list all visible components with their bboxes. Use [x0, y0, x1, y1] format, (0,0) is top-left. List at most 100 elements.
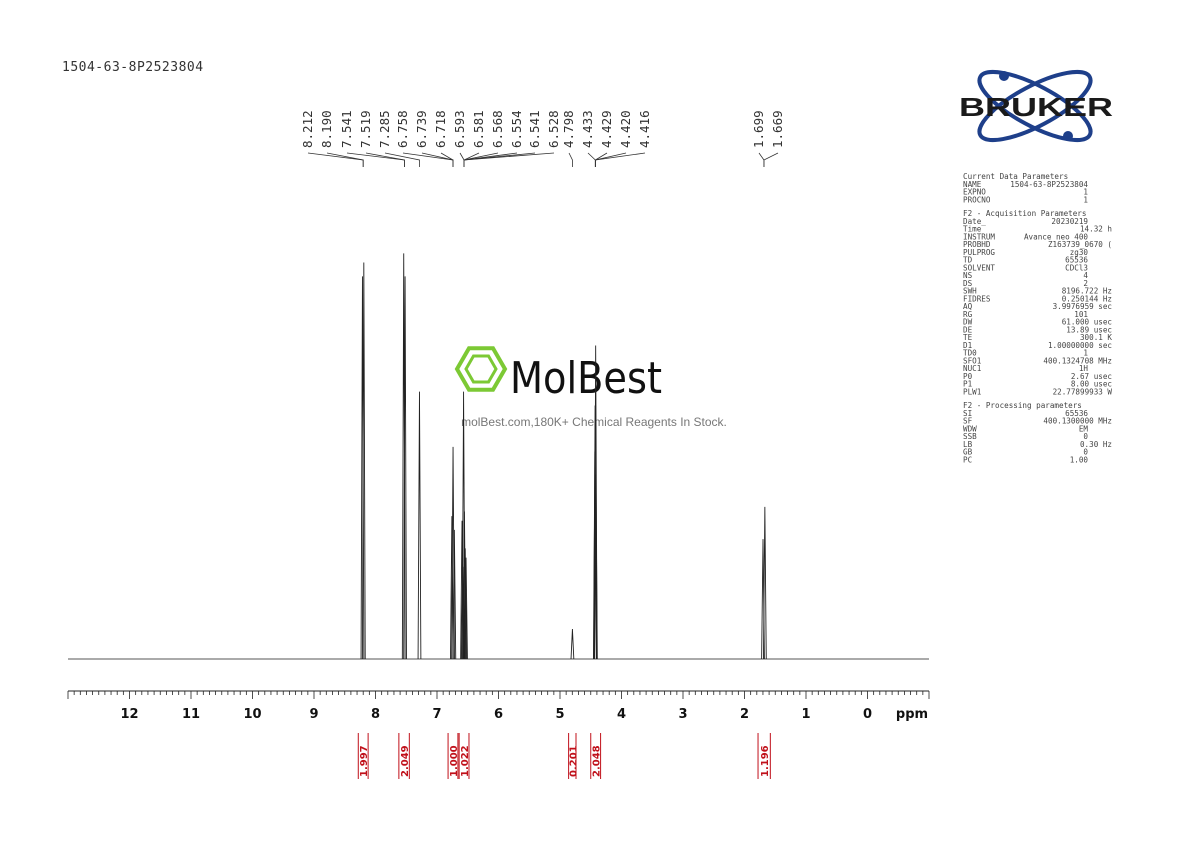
- integral-value: 0.201: [568, 745, 579, 777]
- param-name: DS: [963, 279, 973, 288]
- peak-label-connector: [459, 152, 465, 167]
- peak-shift-label: 4.798: [561, 110, 576, 148]
- param-name: NAME: [963, 180, 982, 189]
- peak-shift-label: 4.429: [599, 110, 614, 148]
- peak-shift-label: 4.420: [618, 110, 633, 148]
- peak-label-connector: [326, 152, 364, 167]
- param-name: GB: [963, 448, 973, 457]
- param-value: Avance neo 400: [1024, 232, 1088, 241]
- x-axis-unit-label: ppm: [896, 707, 928, 722]
- param-value: 4: [1083, 271, 1088, 280]
- molbest-brand-text: MolBest: [510, 353, 662, 404]
- param-name: PC: [963, 455, 972, 464]
- param-value: 22.77899933 W: [1053, 387, 1113, 396]
- param-name: SFO1: [963, 356, 982, 365]
- spectrum-peak: [763, 506, 767, 660]
- peak-shift-label: 4.416: [637, 110, 652, 148]
- x-tick-label: 1: [801, 707, 810, 722]
- integral-regions: 1.997 2.049 1.000 1.022 0.201 2.048 1.196: [357, 733, 771, 779]
- param-value: 1H: [1079, 364, 1089, 373]
- param-name: LB: [963, 440, 973, 449]
- param-name: P1: [963, 380, 973, 389]
- peak-shift-label: 7.285: [377, 110, 392, 148]
- param-value: 101: [1074, 310, 1088, 319]
- peak-shift-label: 7.519: [358, 110, 373, 148]
- param-name: SI: [963, 409, 972, 418]
- param-value: 1: [1083, 195, 1088, 204]
- param-value: EM: [1079, 424, 1089, 433]
- param-name: PLW1: [963, 387, 982, 396]
- peak-shift-label: 6.739: [414, 110, 429, 148]
- x-tick-label: 4: [617, 707, 626, 722]
- param-value: CDCl3: [1065, 263, 1088, 272]
- molbest-hexagon-icon: [454, 346, 508, 392]
- param-section-title: F2 - Processing parameters: [963, 401, 1082, 410]
- bruker-logo: BRUKER: [959, 69, 1113, 143]
- param-name: NUC1: [963, 364, 982, 373]
- x-tick-label: 12: [120, 707, 138, 722]
- param-name: RG: [963, 310, 973, 319]
- param-value: 14.32 h: [1080, 225, 1112, 234]
- param-value: zg30: [1070, 248, 1089, 257]
- spectrum-peak: [594, 474, 598, 660]
- peak-shift-label: 1.699: [751, 110, 766, 148]
- peak-label-connectors: [307, 152, 779, 167]
- peak-shift-label: 8.212: [300, 110, 315, 148]
- spectrum-peak: [360, 276, 365, 660]
- param-name: Date_: [963, 217, 986, 226]
- integral-value: 2.049: [400, 745, 411, 777]
- peak-shift-label: 1.669: [770, 110, 785, 148]
- param-value: 8.00 usec: [1071, 380, 1112, 389]
- peak-label-connector: [365, 152, 405, 167]
- peak-shift-label: 6.758: [395, 110, 410, 148]
- param-value: 61.000 usec: [1062, 318, 1112, 327]
- param-name: FIDRES: [963, 294, 991, 303]
- param-value: 3.9976959 sec: [1053, 302, 1112, 311]
- x-tick-label: 2: [740, 707, 749, 722]
- x-tick-label: 0: [863, 707, 872, 722]
- param-name: Time: [963, 225, 982, 234]
- param-name: PROBHD: [963, 240, 991, 249]
- param-value: 65536: [1065, 256, 1088, 265]
- integral-value: 2.048: [592, 745, 603, 777]
- peak-label-connector: [384, 152, 420, 167]
- param-name: TE: [963, 333, 973, 342]
- param-name: WDW: [963, 424, 977, 433]
- x-tick-label: 3: [678, 707, 687, 722]
- param-value: Z163739_0670 (: [1048, 240, 1112, 249]
- param-value: 13.89 usec: [1066, 325, 1112, 334]
- peak-label-connector: [463, 152, 518, 167]
- param-section-title: F2 - Acquisition Parameters: [963, 209, 1086, 218]
- param-name: P0: [963, 372, 973, 381]
- peak-shift-label: 8.190: [319, 110, 334, 148]
- param-value: 0: [1083, 448, 1088, 457]
- spectrum-peak: [450, 516, 454, 660]
- spectrum-peaks: [360, 253, 767, 660]
- param-name: TD: [963, 256, 973, 265]
- spectrum-peak: [570, 629, 575, 660]
- spectrum-peak: [460, 520, 464, 660]
- integral-value: 1.196: [760, 745, 771, 777]
- x-tick-label: 9: [309, 707, 318, 722]
- peak-label-connector: [463, 152, 555, 167]
- peak-shift-label: 6.568: [490, 110, 505, 148]
- spectrum-peak: [361, 262, 366, 660]
- param-value: 2.67 usec: [1071, 372, 1112, 381]
- param-name: TD0: [963, 349, 977, 358]
- param-value: 1.00000000 sec: [1048, 341, 1112, 350]
- peak-shift-label: 6.528: [546, 110, 561, 148]
- param-name: SWH: [963, 287, 977, 296]
- x-tick-label: 10: [243, 707, 261, 722]
- integral-value: 1.997: [359, 745, 370, 777]
- sample-id-title: 1504-63-8P2523804: [62, 60, 204, 75]
- spectrum-peak: [401, 253, 406, 660]
- param-value: 400.1300000 MHz: [1043, 417, 1112, 426]
- param-name: PROCNO: [963, 195, 991, 204]
- param-value: 1.00: [1070, 455, 1089, 464]
- spectrum-peak: [463, 548, 468, 660]
- param-name: SF: [963, 417, 973, 426]
- peak-label-connector: [568, 152, 573, 167]
- molbest-tagline: molBest.com,180K+ Chemical Reagents In S…: [461, 415, 727, 429]
